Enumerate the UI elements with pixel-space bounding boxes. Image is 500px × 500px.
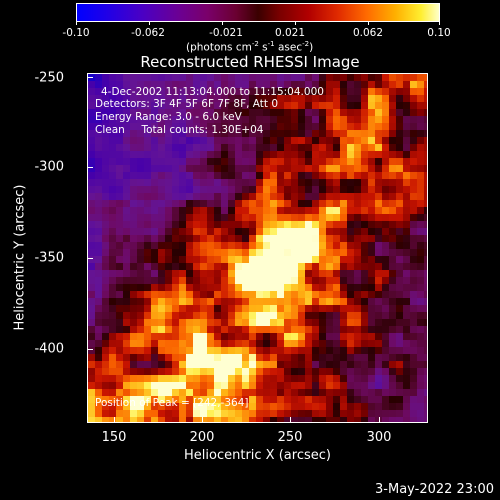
y-tick-label: -400: [34, 341, 64, 357]
y-tick-label: -350: [34, 250, 64, 266]
x-axis-title: Heliocentric X (arcsec): [184, 448, 331, 463]
colorbar-tick-label: 0.062: [352, 27, 384, 39]
info-time: 4-Dec-2002 11:13:04.000 to 11:15:04.000: [101, 86, 324, 98]
x-tick-label: 300: [366, 430, 392, 445]
colorbar-units: (photons cm-2 s-1 asec-2): [186, 40, 314, 54]
x-tick-label: 200: [189, 430, 215, 445]
rhessi-image: [87, 73, 428, 423]
y-tick-label: -250: [34, 70, 64, 86]
x-tick-label: 250: [277, 430, 303, 445]
info-peak-position: Position of Peak = [242,-364]: [95, 397, 249, 409]
x-tick-label: 150: [101, 430, 127, 445]
info-clean: Clean Total counts: 1.30E+04: [95, 124, 264, 136]
datestamp: 3-May-2022 23:00: [375, 482, 494, 497]
y-axis-title: Heliocentric Y (arcsec): [12, 184, 28, 331]
info-energy: Energy Range: 3.0 - 6.0 keV: [95, 111, 242, 123]
colorbar-tick-label: 0.021: [274, 27, 306, 39]
colorbar-tick-label: -0.062: [131, 27, 165, 39]
colorbar: [76, 3, 440, 22]
colorbar-tick-label: -0.021: [209, 27, 243, 39]
colorbar-tick-label: -0.10: [62, 27, 90, 39]
rhessi-image-pixels: [88, 74, 427, 422]
colorbar-tick-label: 0.10: [427, 27, 451, 39]
image-title: Reconstructed RHESSI Image: [140, 53, 360, 71]
y-tick-label: -300: [34, 159, 64, 175]
info-detectors: Detectors: 3F 4F 5F 6F 7F 8F, Att 0: [95, 98, 279, 110]
